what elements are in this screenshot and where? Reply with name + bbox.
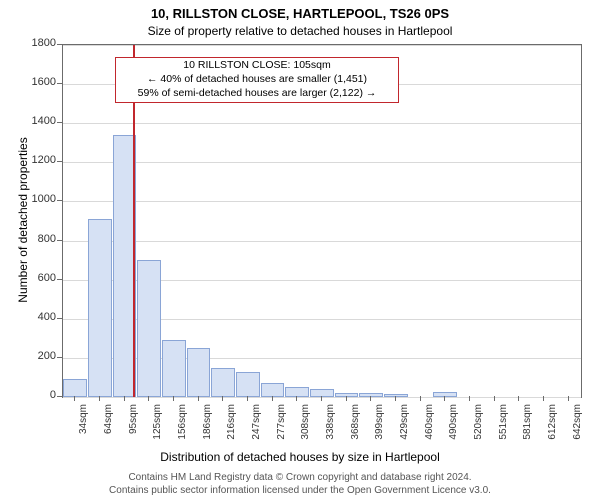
x-tick-mark: [173, 396, 174, 401]
y-tick-label: 400: [22, 311, 56, 323]
y-tick-label: 800: [22, 233, 56, 245]
x-tick-mark: [469, 396, 470, 401]
x-tick-label: 338sqm: [325, 404, 336, 452]
histogram-bar: [162, 340, 186, 397]
y-tick-mark: [57, 161, 62, 162]
x-tick-label: 551sqm: [498, 404, 509, 452]
x-tick-label: 247sqm: [251, 404, 262, 452]
y-tick-label: 1600: [22, 76, 56, 88]
x-tick-label: 429sqm: [399, 404, 410, 452]
annotation-line2: ← 40% of detached houses are smaller (1,…: [116, 72, 398, 86]
grid-line: [63, 45, 581, 46]
x-tick-mark: [494, 396, 495, 401]
grid-line: [63, 123, 581, 124]
x-tick-mark: [444, 396, 445, 401]
x-tick-label: 612sqm: [547, 404, 558, 452]
x-tick-label: 368sqm: [350, 404, 361, 452]
x-tick-mark: [124, 396, 125, 401]
histogram-bar: [137, 260, 161, 397]
x-tick-label: 581sqm: [522, 404, 533, 452]
annotation-line1: 10 RILLSTON CLOSE: 105sqm: [116, 58, 398, 72]
grid-line: [63, 397, 581, 398]
histogram-bar: [211, 368, 235, 397]
y-tick-mark: [57, 396, 62, 397]
x-tick-mark: [518, 396, 519, 401]
x-tick-mark: [568, 396, 569, 401]
x-tick-mark: [370, 396, 371, 401]
y-tick-label: 1800: [22, 37, 56, 49]
x-tick-label: 277sqm: [276, 404, 287, 452]
x-tick-mark: [543, 396, 544, 401]
histogram-bar: [88, 219, 112, 397]
grid-line: [63, 241, 581, 242]
y-tick-label: 600: [22, 272, 56, 284]
x-tick-label: 216sqm: [226, 404, 237, 452]
x-tick-mark: [148, 396, 149, 401]
y-tick-label: 1400: [22, 115, 56, 127]
x-tick-label: 186sqm: [202, 404, 213, 452]
y-tick-label: 1000: [22, 193, 56, 205]
x-tick-mark: [74, 396, 75, 401]
x-tick-mark: [420, 396, 421, 401]
chart-title-line1: 10, RILLSTON CLOSE, HARTLEPOOL, TS26 0PS: [0, 6, 600, 21]
grid-line: [63, 162, 581, 163]
y-tick-label: 200: [22, 350, 56, 362]
y-tick-mark: [57, 122, 62, 123]
x-tick-label: 490sqm: [448, 404, 459, 452]
histogram-bar: [187, 348, 211, 397]
x-tick-mark: [247, 396, 248, 401]
x-tick-mark: [222, 396, 223, 401]
y-tick-mark: [57, 240, 62, 241]
y-tick-label: 0: [22, 389, 56, 401]
x-tick-label: 308sqm: [300, 404, 311, 452]
x-tick-label: 642sqm: [572, 404, 583, 452]
x-tick-mark: [99, 396, 100, 401]
footer-line1: Contains HM Land Registry data © Crown c…: [0, 472, 600, 483]
y-tick-mark: [57, 279, 62, 280]
y-tick-mark: [57, 44, 62, 45]
x-tick-label: 460sqm: [424, 404, 435, 452]
x-tick-mark: [198, 396, 199, 401]
x-tick-label: 95sqm: [128, 404, 139, 452]
y-tick-mark: [57, 83, 62, 84]
x-tick-mark: [321, 396, 322, 401]
x-tick-mark: [272, 396, 273, 401]
y-tick-mark: [57, 200, 62, 201]
annotation-box: 10 RILLSTON CLOSE: 105sqm← 40% of detach…: [115, 57, 399, 103]
histogram-bar: [63, 379, 87, 397]
x-tick-mark: [395, 396, 396, 401]
y-axis-label: Number of detached properties: [16, 120, 30, 320]
chart-container: 10, RILLSTON CLOSE, HARTLEPOOL, TS26 0PS…: [0, 0, 600, 500]
y-tick-label: 1200: [22, 154, 56, 166]
grid-line: [63, 201, 581, 202]
x-tick-label: 156sqm: [177, 404, 188, 452]
x-tick-label: 64sqm: [103, 404, 114, 452]
y-tick-mark: [57, 357, 62, 358]
y-tick-mark: [57, 318, 62, 319]
x-tick-mark: [346, 396, 347, 401]
plot-area: 10 RILLSTON CLOSE: 105sqm← 40% of detach…: [62, 44, 582, 398]
x-axis-label: Distribution of detached houses by size …: [0, 450, 600, 464]
annotation-line3: 59% of semi-detached houses are larger (…: [116, 86, 398, 100]
chart-title-line2: Size of property relative to detached ho…: [0, 24, 600, 38]
x-tick-label: 399sqm: [374, 404, 385, 452]
x-tick-label: 34sqm: [78, 404, 89, 452]
histogram-bar: [236, 372, 260, 397]
x-tick-mark: [296, 396, 297, 401]
x-tick-label: 520sqm: [473, 404, 484, 452]
histogram-bar: [261, 383, 285, 397]
x-tick-label: 125sqm: [152, 404, 163, 452]
footer-line2: Contains public sector information licen…: [0, 485, 600, 496]
